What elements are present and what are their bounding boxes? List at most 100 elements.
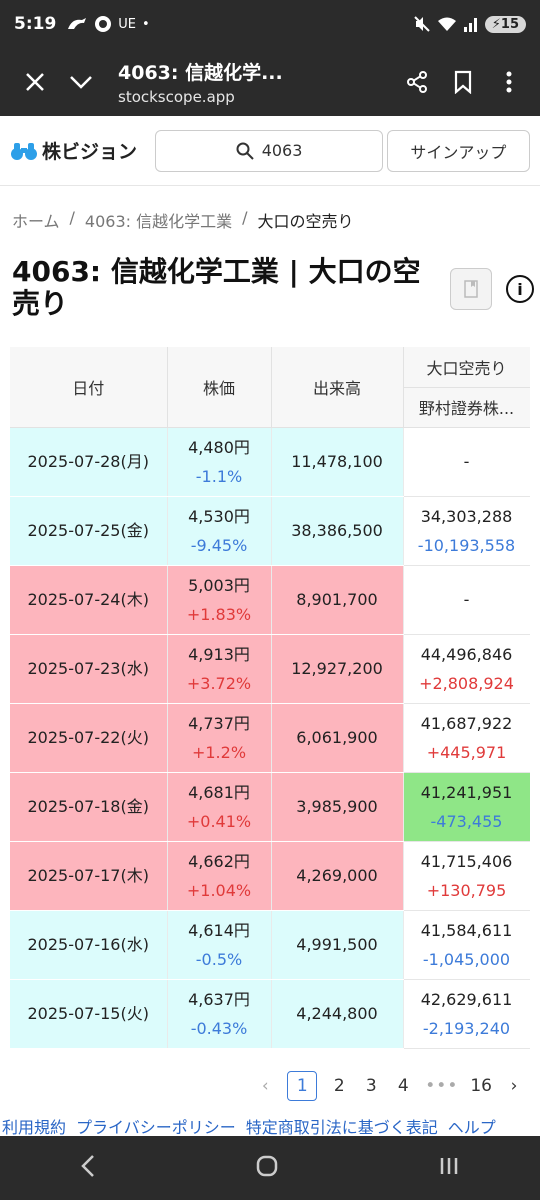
share-button[interactable]: [394, 59, 440, 105]
column-group-short: 大口空売り: [403, 347, 530, 388]
cell-short: 44,496,846 +2,808,924: [403, 634, 530, 704]
short-balance: 42,629,611: [420, 989, 513, 1009]
close-tab-button[interactable]: [12, 59, 58, 105]
info-icon[interactable]: i: [506, 275, 534, 303]
heading-actions: i: [450, 268, 534, 310]
price-value: 4,737円: [188, 713, 250, 733]
cell-price: 4,614円 -0.5%: [167, 910, 272, 980]
short-balance: 34,303,288: [420, 506, 513, 526]
breadcrumb-home[interactable]: ホーム: [12, 212, 60, 231]
footer-link-terms[interactable]: 利用規約: [2, 1118, 67, 1137]
pagination-page[interactable]: 2: [333, 1076, 345, 1096]
cell-volume: 4,269,000: [271, 841, 404, 911]
browser-toolbar: 4063: 信越化学... stockscope.app: [0, 48, 540, 116]
pagination-page-current[interactable]: 1: [287, 1071, 318, 1101]
short-balance: 41,687,922: [420, 713, 513, 733]
cell-short: 34,303,288 -10,193,558: [403, 496, 530, 566]
price-value: 4,662円: [188, 851, 250, 871]
minimize-button[interactable]: [58, 59, 104, 105]
cell-date: 2025-07-25(金): [10, 496, 168, 566]
footer-links: 利用規約 プライバシーポリシー 特定商取引法に基づく表記 ヘルプ: [0, 1114, 540, 1138]
price-value: 4,913円: [188, 644, 250, 664]
share-icon: [407, 71, 427, 93]
pagination-page[interactable]: 3: [365, 1076, 377, 1096]
cell-price: 4,737円 +1.2%: [167, 703, 272, 773]
cell-price: 5,003円 +1.83%: [167, 565, 272, 635]
price-change: +0.41%: [186, 811, 252, 831]
price-change: +1.04%: [186, 880, 252, 900]
status-bar: 5:19 UE • ⚡15: [0, 0, 540, 48]
cell-date: 2025-07-28(月): [10, 427, 168, 497]
footer-link-privacy[interactable]: プライバシーポリシー: [76, 1118, 236, 1137]
table-row: 2025-07-15(火) 4,637円 -0.43% 4,244,800 42,629…: [10, 979, 530, 1049]
price-value: 5,003円: [188, 575, 250, 595]
price-value: 4,614円: [188, 920, 250, 940]
column-header-broker[interactable]: 野村證券株...: [403, 387, 530, 428]
nav-home-button[interactable]: [255, 1154, 279, 1182]
carrier-label: UE: [118, 16, 137, 32]
price-change: -0.43%: [190, 1018, 248, 1038]
nav-recents-button[interactable]: [438, 1155, 460, 1181]
short-balance: -: [463, 590, 470, 609]
pagination-page-last[interactable]: 16: [470, 1076, 492, 1096]
cell-date: 2025-07-18(金): [10, 772, 168, 842]
footer-link-commerce-law[interactable]: 特定商取引法に基づく表記: [245, 1118, 438, 1137]
cell-short: -: [403, 565, 530, 635]
table-row: 2025-07-17(木) 4,662円 +1.04% 4,269,000 41,715…: [10, 841, 530, 911]
signup-button[interactable]: サインアップ: [386, 129, 530, 172]
breadcrumb-separator: /: [69, 208, 75, 227]
wifi-icon: [437, 17, 456, 31]
cell-short: -: [403, 427, 530, 497]
short-balance: 41,241,951: [420, 782, 513, 802]
pagination-ellipsis[interactable]: •••: [425, 1076, 459, 1096]
back-icon: [80, 1155, 94, 1177]
battery-indicator: ⚡15: [484, 15, 526, 33]
cell-short: 41,584,611 -1,045,000: [403, 910, 530, 980]
more-vert-icon: [506, 71, 512, 93]
price-change: +1.83%: [186, 604, 252, 624]
footer-link-help[interactable]: ヘルプ: [447, 1118, 496, 1137]
price-change: -0.5%: [195, 949, 243, 969]
site-header: 株ビジョン 4063 サインアップ: [0, 116, 540, 186]
column-header-date[interactable]: 日付: [10, 347, 168, 428]
cell-date: 2025-07-23(水): [10, 634, 168, 704]
price-change: -1.1%: [195, 466, 243, 486]
bookmark-page-button[interactable]: [440, 59, 486, 105]
breadcrumb-stock[interactable]: 4063: 信越化学工業: [84, 212, 233, 231]
cell-short: 41,715,406 +130,795: [403, 841, 530, 911]
home-icon: [256, 1155, 278, 1177]
table-row: 2025-07-28(月) 4,480円 -1.1% 11,478,100 -: [10, 427, 530, 497]
app-badge-icon: [95, 16, 112, 32]
url-block[interactable]: 4063: 信越化学... stockscope.app: [104, 58, 394, 106]
signal-icon: [463, 18, 477, 32]
short-balance: 41,584,611: [420, 920, 513, 940]
pagination-next[interactable]: ›: [510, 1076, 518, 1096]
column-header-price[interactable]: 株価: [167, 347, 272, 428]
search-icon: [236, 142, 254, 160]
price-value: 4,681円: [188, 782, 250, 802]
search-input[interactable]: 4063: [155, 129, 383, 172]
search-value: 4063: [261, 141, 303, 160]
nav-back-button[interactable]: [80, 1154, 96, 1182]
more-options-button[interactable]: [486, 59, 532, 105]
column-header-volume[interactable]: 出来高: [271, 347, 404, 428]
table-row: 2025-07-25(金) 4,530円 -9.45% 38,386,500 34,30…: [10, 496, 530, 566]
pagination-prev[interactable]: ‹: [261, 1076, 269, 1096]
breadcrumb-separator: /: [242, 208, 248, 227]
cell-volume: 12,927,200: [271, 634, 404, 704]
cell-price: 4,662円 +1.04%: [167, 841, 272, 911]
speed-icon: [68, 18, 87, 29]
short-change: +445,971: [426, 742, 507, 762]
save-stock-button[interactable]: [450, 268, 492, 310]
short-balance: -: [463, 452, 470, 471]
pagination-page[interactable]: 4: [397, 1076, 409, 1096]
cell-date: 2025-07-17(木): [10, 841, 168, 911]
site-logo[interactable]: 株ビジョン: [10, 137, 145, 164]
short-change: +130,795: [426, 880, 507, 900]
table-row: 2025-07-16(水) 4,614円 -0.5% 4,991,500 41,584,…: [10, 910, 530, 980]
table-row: 2025-07-24(木) 5,003円 +1.83% 8,901,700 -: [10, 565, 530, 635]
cell-volume: 11,478,100: [271, 427, 404, 497]
cell-short: 42,629,611 -2,193,240: [403, 979, 530, 1049]
close-icon: [26, 73, 44, 91]
short-balance: 41,715,406: [420, 851, 513, 871]
